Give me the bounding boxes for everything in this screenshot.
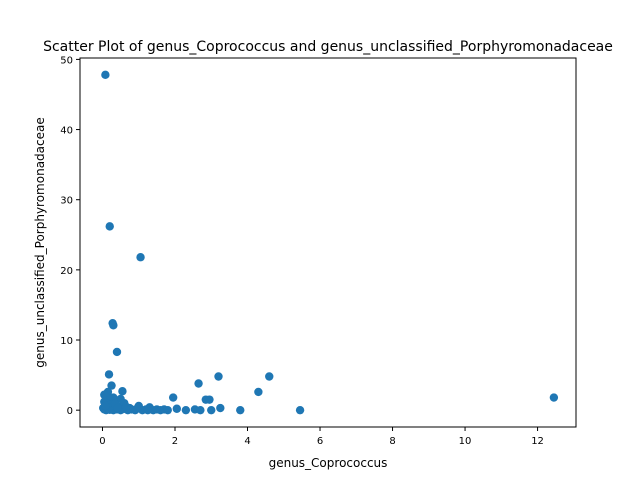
x-tick-label: 12: [531, 436, 544, 447]
data-point: [107, 381, 116, 390]
data-point: [196, 405, 205, 415]
y-tick-label: 0: [67, 406, 73, 417]
x-tick-label: 8: [389, 436, 395, 447]
data-point: [295, 405, 305, 415]
data-point: [254, 387, 263, 397]
data-point: [132, 404, 142, 413]
data-point: [181, 405, 191, 415]
data-point: [207, 405, 216, 415]
x-tick-label: 0: [99, 436, 105, 447]
data-point: [104, 370, 114, 379]
data-point: [143, 405, 152, 415]
data-point: [112, 347, 122, 357]
data-points: [99, 70, 559, 415]
data-point: [236, 405, 245, 415]
y-tick-label: 40: [60, 126, 73, 137]
x-axis-ticks: 0 2 4 6 8 10 12: [99, 427, 544, 447]
x-tick-label: 10: [459, 436, 472, 447]
x-tick-label: 2: [172, 436, 178, 447]
x-tick-label: 6: [317, 436, 323, 447]
y-tick-label: 50: [60, 55, 73, 66]
data-point: [172, 404, 182, 413]
data-point: [136, 253, 145, 262]
y-axis-label: genus_unclassified_Porphyromonadaceae: [33, 117, 47, 367]
data-point: [194, 379, 203, 388]
data-point: [121, 402, 131, 411]
data-point: [214, 372, 223, 381]
data-point: [168, 393, 178, 402]
data-point: [265, 372, 274, 381]
y-tick-label: 20: [60, 266, 73, 277]
y-tick-label: 30: [60, 196, 73, 207]
plot-area: [80, 58, 576, 427]
x-tick-label: 4: [244, 436, 250, 447]
data-point: [113, 403, 122, 413]
data-point: [549, 393, 559, 402]
data-point: [101, 401, 110, 411]
y-tick-label: 10: [60, 336, 73, 347]
data-point: [105, 222, 114, 231]
data-point: [118, 387, 127, 396]
chart-title: Scatter Plot of genus_Coprococcus and ge…: [43, 39, 613, 55]
data-point: [216, 403, 225, 413]
data-point: [101, 70, 110, 80]
plot-frame: [79, 57, 577, 428]
y-axis-ticks: 0 10 20 30 40 50: [60, 55, 80, 417]
data-point: [205, 395, 214, 404]
data-point: [163, 405, 172, 415]
x-axis-label: genus_Coprococcus: [269, 456, 388, 470]
data-point: [109, 321, 118, 330]
